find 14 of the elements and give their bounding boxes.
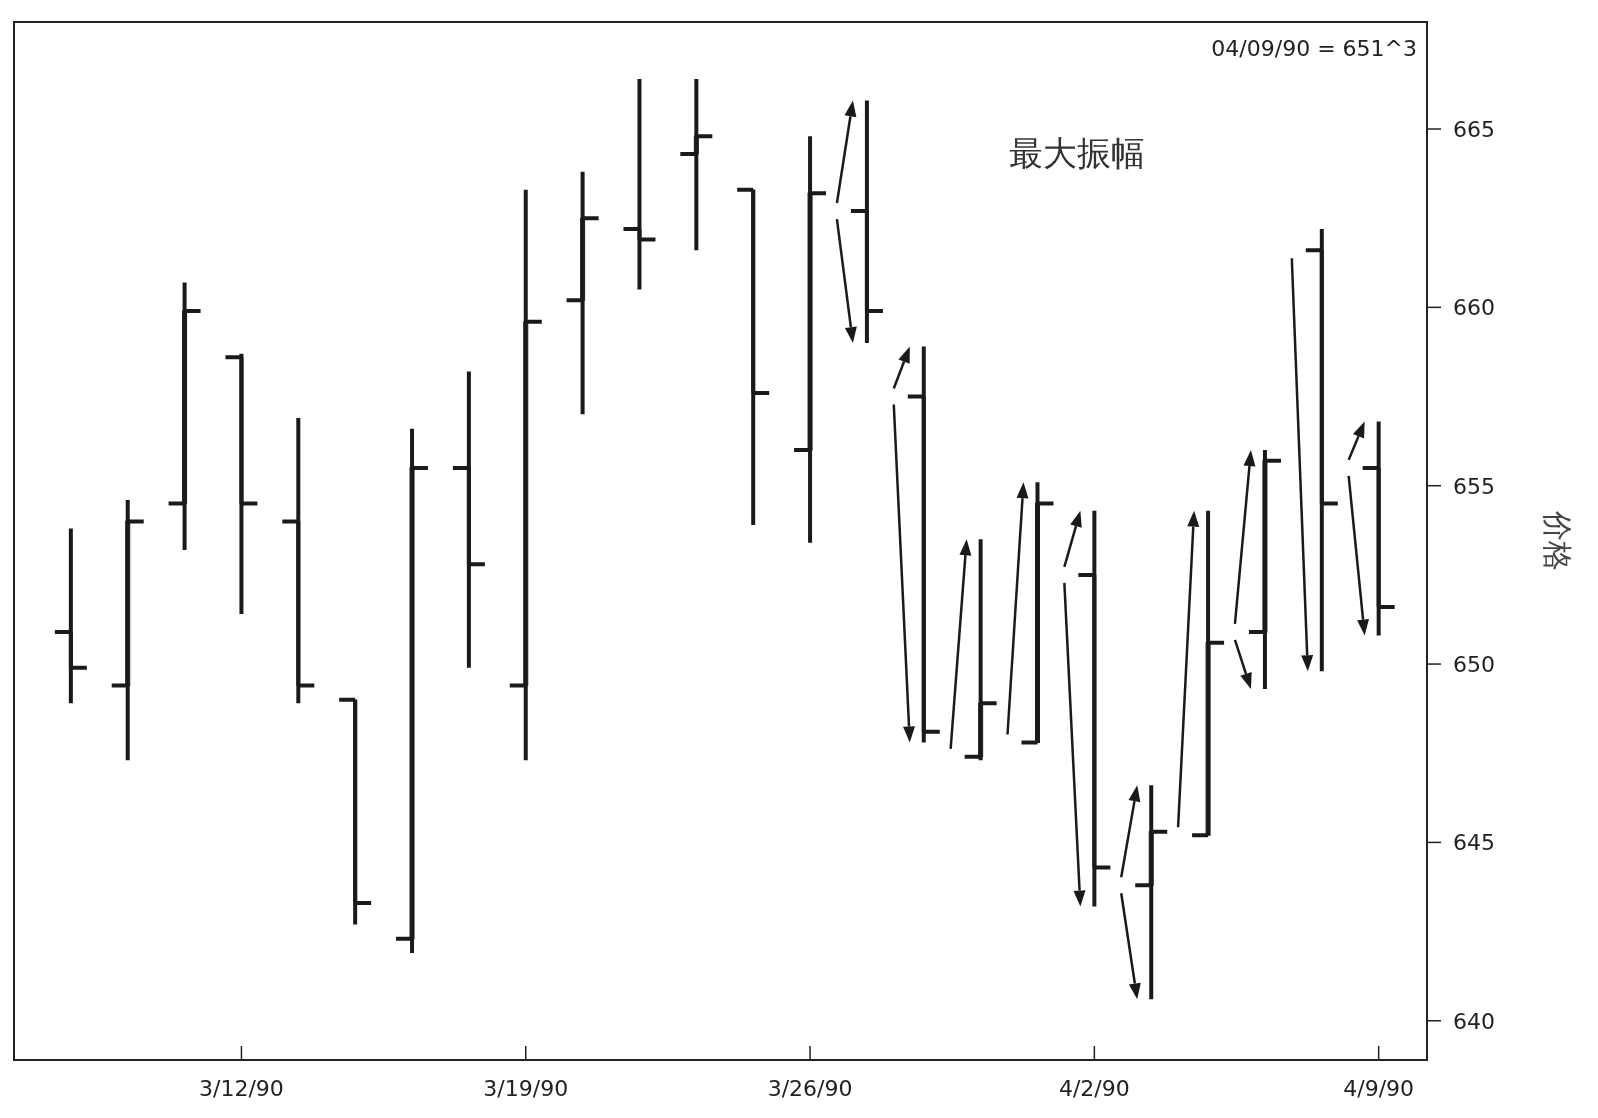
y-tick-label: 640 [1453,1008,1495,1034]
y-tick-label: 660 [1453,295,1495,321]
annotation: 04/09/90 = 651^3 [1211,36,1417,61]
y-tick-label: 655 [1453,473,1495,499]
x-tick-label: 4/2/90 [1058,1076,1130,1101]
y-axis-title: 价格 [1540,510,1575,571]
x-tick-label: 3/19/90 [483,1076,569,1101]
y-tick-label: 665 [1453,117,1495,143]
y-tick-label: 645 [1453,830,1495,856]
x-tick-label: 3/12/90 [199,1076,284,1101]
y-tick-label: 650 [1453,652,1495,678]
x-tick-label: 4/9/90 [1343,1076,1415,1101]
annotation: 最大振幅 [1009,132,1146,173]
x-tick-label: 3/26/90 [767,1076,853,1101]
